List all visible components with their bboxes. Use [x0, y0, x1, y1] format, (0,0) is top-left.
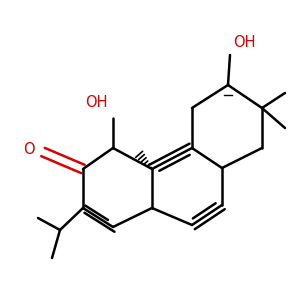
Text: OH: OH [233, 35, 256, 50]
Text: OH: OH [85, 95, 108, 110]
Text: O: O [23, 142, 35, 158]
